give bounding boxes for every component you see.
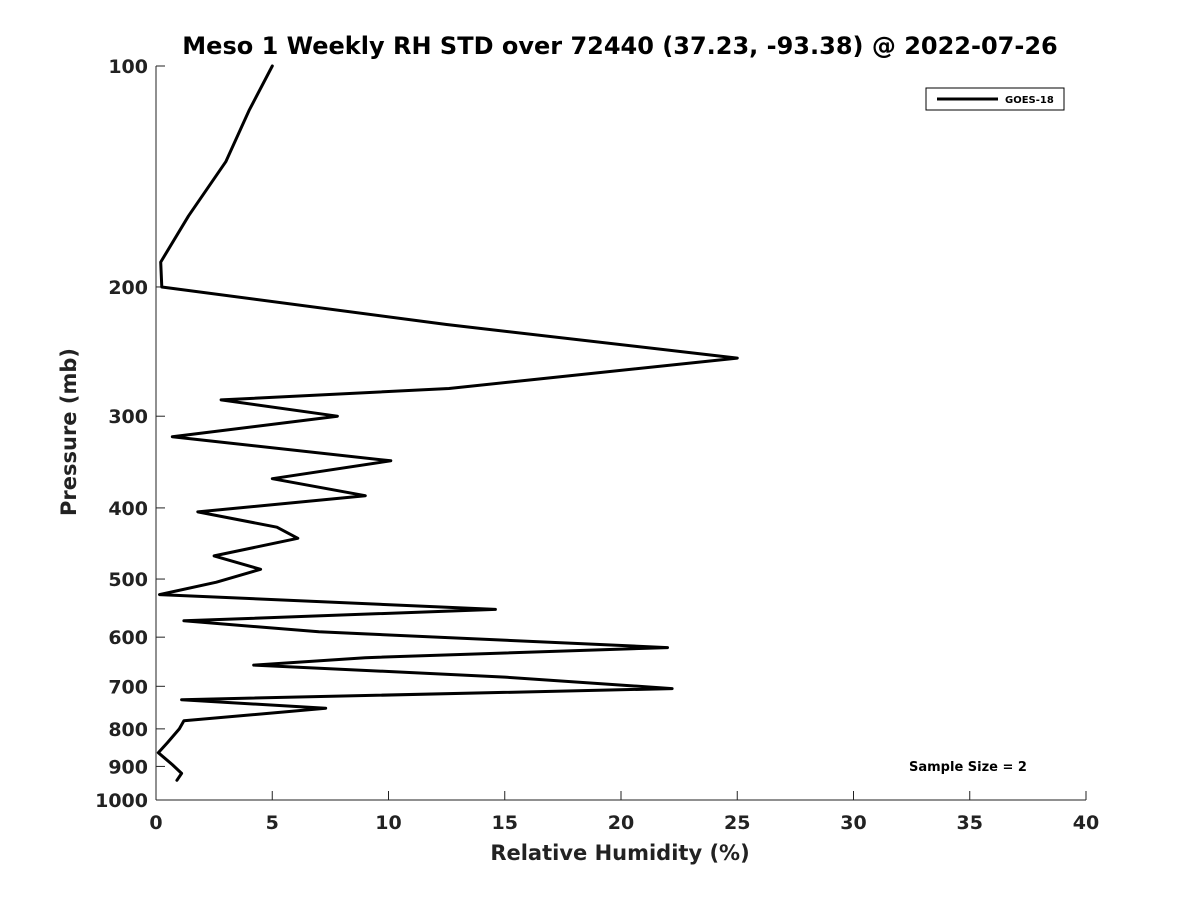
- y-axis-label: Pressure (mb): [57, 348, 81, 516]
- y-tick-label: 400: [108, 498, 148, 520]
- x-tick-label: 40: [1073, 812, 1099, 834]
- x-tick-label: 5: [266, 812, 279, 834]
- chart-title: Meso 1 Weekly RH STD over 72440 (37.23, …: [182, 32, 1057, 60]
- y-tick-label: 200: [108, 277, 148, 299]
- x-tick-label: 25: [724, 812, 750, 834]
- x-axis-label: Relative Humidity (%): [490, 841, 749, 865]
- y-tick-label: 300: [108, 406, 148, 428]
- y-tick-label: 800: [108, 719, 148, 741]
- x-tick-label: 0: [149, 812, 162, 834]
- sample-size-annotation: Sample Size = 2: [909, 760, 1027, 775]
- x-tick-label: 35: [957, 812, 983, 834]
- y-tick-label: 100: [108, 56, 148, 78]
- series-line-goes-18: [156, 64, 739, 782]
- y-tick-label: 1000: [95, 790, 148, 812]
- legend-label: GOES-18: [1005, 95, 1054, 106]
- x-tick-label: 10: [375, 812, 401, 834]
- x-tick-label: 20: [608, 812, 634, 834]
- y-tick-label: 900: [108, 756, 148, 778]
- y-tick-label: 700: [108, 676, 148, 698]
- y-tick-label: 500: [108, 569, 148, 591]
- y-tick-label: 600: [108, 627, 148, 649]
- plot-area: 0 5 10 15 20 25 30 35 40 100 200 300 400 500 600 700 800…: [95, 56, 1099, 834]
- x-tick-label: 15: [492, 812, 518, 834]
- legend: GOES-18: [925, 87, 1065, 111]
- x-tick-label: 30: [840, 812, 866, 834]
